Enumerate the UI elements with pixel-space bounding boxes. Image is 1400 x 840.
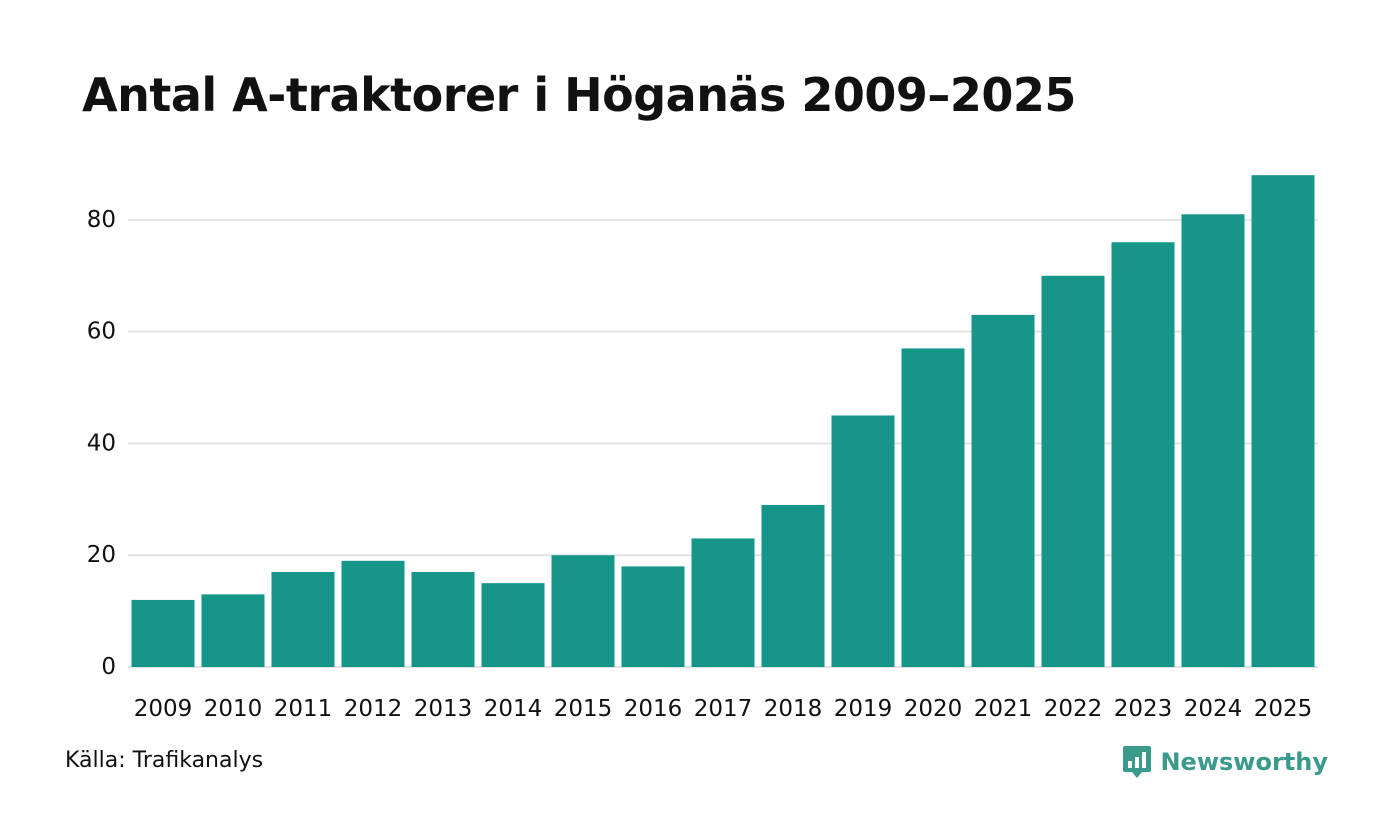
x-axis-ticks: 2009 2010 2011 2012 2013 2014 2015 2016 2017 2018… <box>134 696 1313 722</box>
bar <box>131 599 195 667</box>
x-tick-label: 2015 <box>554 696 613 722</box>
y-tick-label: 0 <box>101 654 116 680</box>
x-tick-label: 2020 <box>904 696 963 722</box>
x-tick-label: 2010 <box>204 696 263 722</box>
bar <box>1181 214 1245 668</box>
y-tick-label: 60 <box>87 319 116 345</box>
x-tick-label: 2021 <box>974 696 1033 722</box>
y-axis-ticks: 0 20 40 60 80 <box>87 207 116 680</box>
bar <box>1041 275 1105 667</box>
x-tick-label: 2009 <box>134 696 193 722</box>
x-tick-label: 2013 <box>414 696 473 722</box>
x-tick-label: 2012 <box>344 696 403 722</box>
bar <box>831 415 895 667</box>
bar <box>201 594 265 667</box>
bar <box>411 571 475 667</box>
bar <box>971 314 1035 667</box>
bar <box>761 504 825 667</box>
bar <box>551 555 615 667</box>
x-tick-label: 2024 <box>1184 696 1243 722</box>
bar <box>341 560 405 667</box>
x-tick-label: 2019 <box>834 696 893 722</box>
y-tick-label: 20 <box>87 542 116 568</box>
source-note: Källa: Trafikanalys <box>65 748 264 773</box>
bar <box>621 566 685 667</box>
bar <box>1111 242 1175 667</box>
bar <box>1251 175 1315 667</box>
bar <box>691 538 755 667</box>
x-tick-label: 2025 <box>1254 696 1313 722</box>
brand-logo: Newsworthy <box>1122 744 1328 780</box>
x-tick-label: 2017 <box>694 696 753 722</box>
x-tick-label: 2011 <box>274 696 333 722</box>
chart-title: Antal A-traktorer i Höganäs 2009–2025 <box>82 68 1076 122</box>
bar <box>481 583 545 667</box>
bar-chart-speech-bubble-icon <box>1123 746 1152 778</box>
bars <box>131 175 1315 668</box>
x-tick-label: 2018 <box>764 696 823 722</box>
x-tick-label: 2023 <box>1114 696 1173 722</box>
bar <box>271 571 335 667</box>
x-tick-label: 2022 <box>1044 696 1103 722</box>
x-tick-label: 2016 <box>624 696 683 722</box>
y-tick-label: 40 <box>87 430 116 456</box>
y-tick-label: 80 <box>87 207 116 233</box>
x-tick-label: 2014 <box>484 696 543 722</box>
brand-name: Newsworthy <box>1160 748 1328 776</box>
bar <box>901 348 965 667</box>
